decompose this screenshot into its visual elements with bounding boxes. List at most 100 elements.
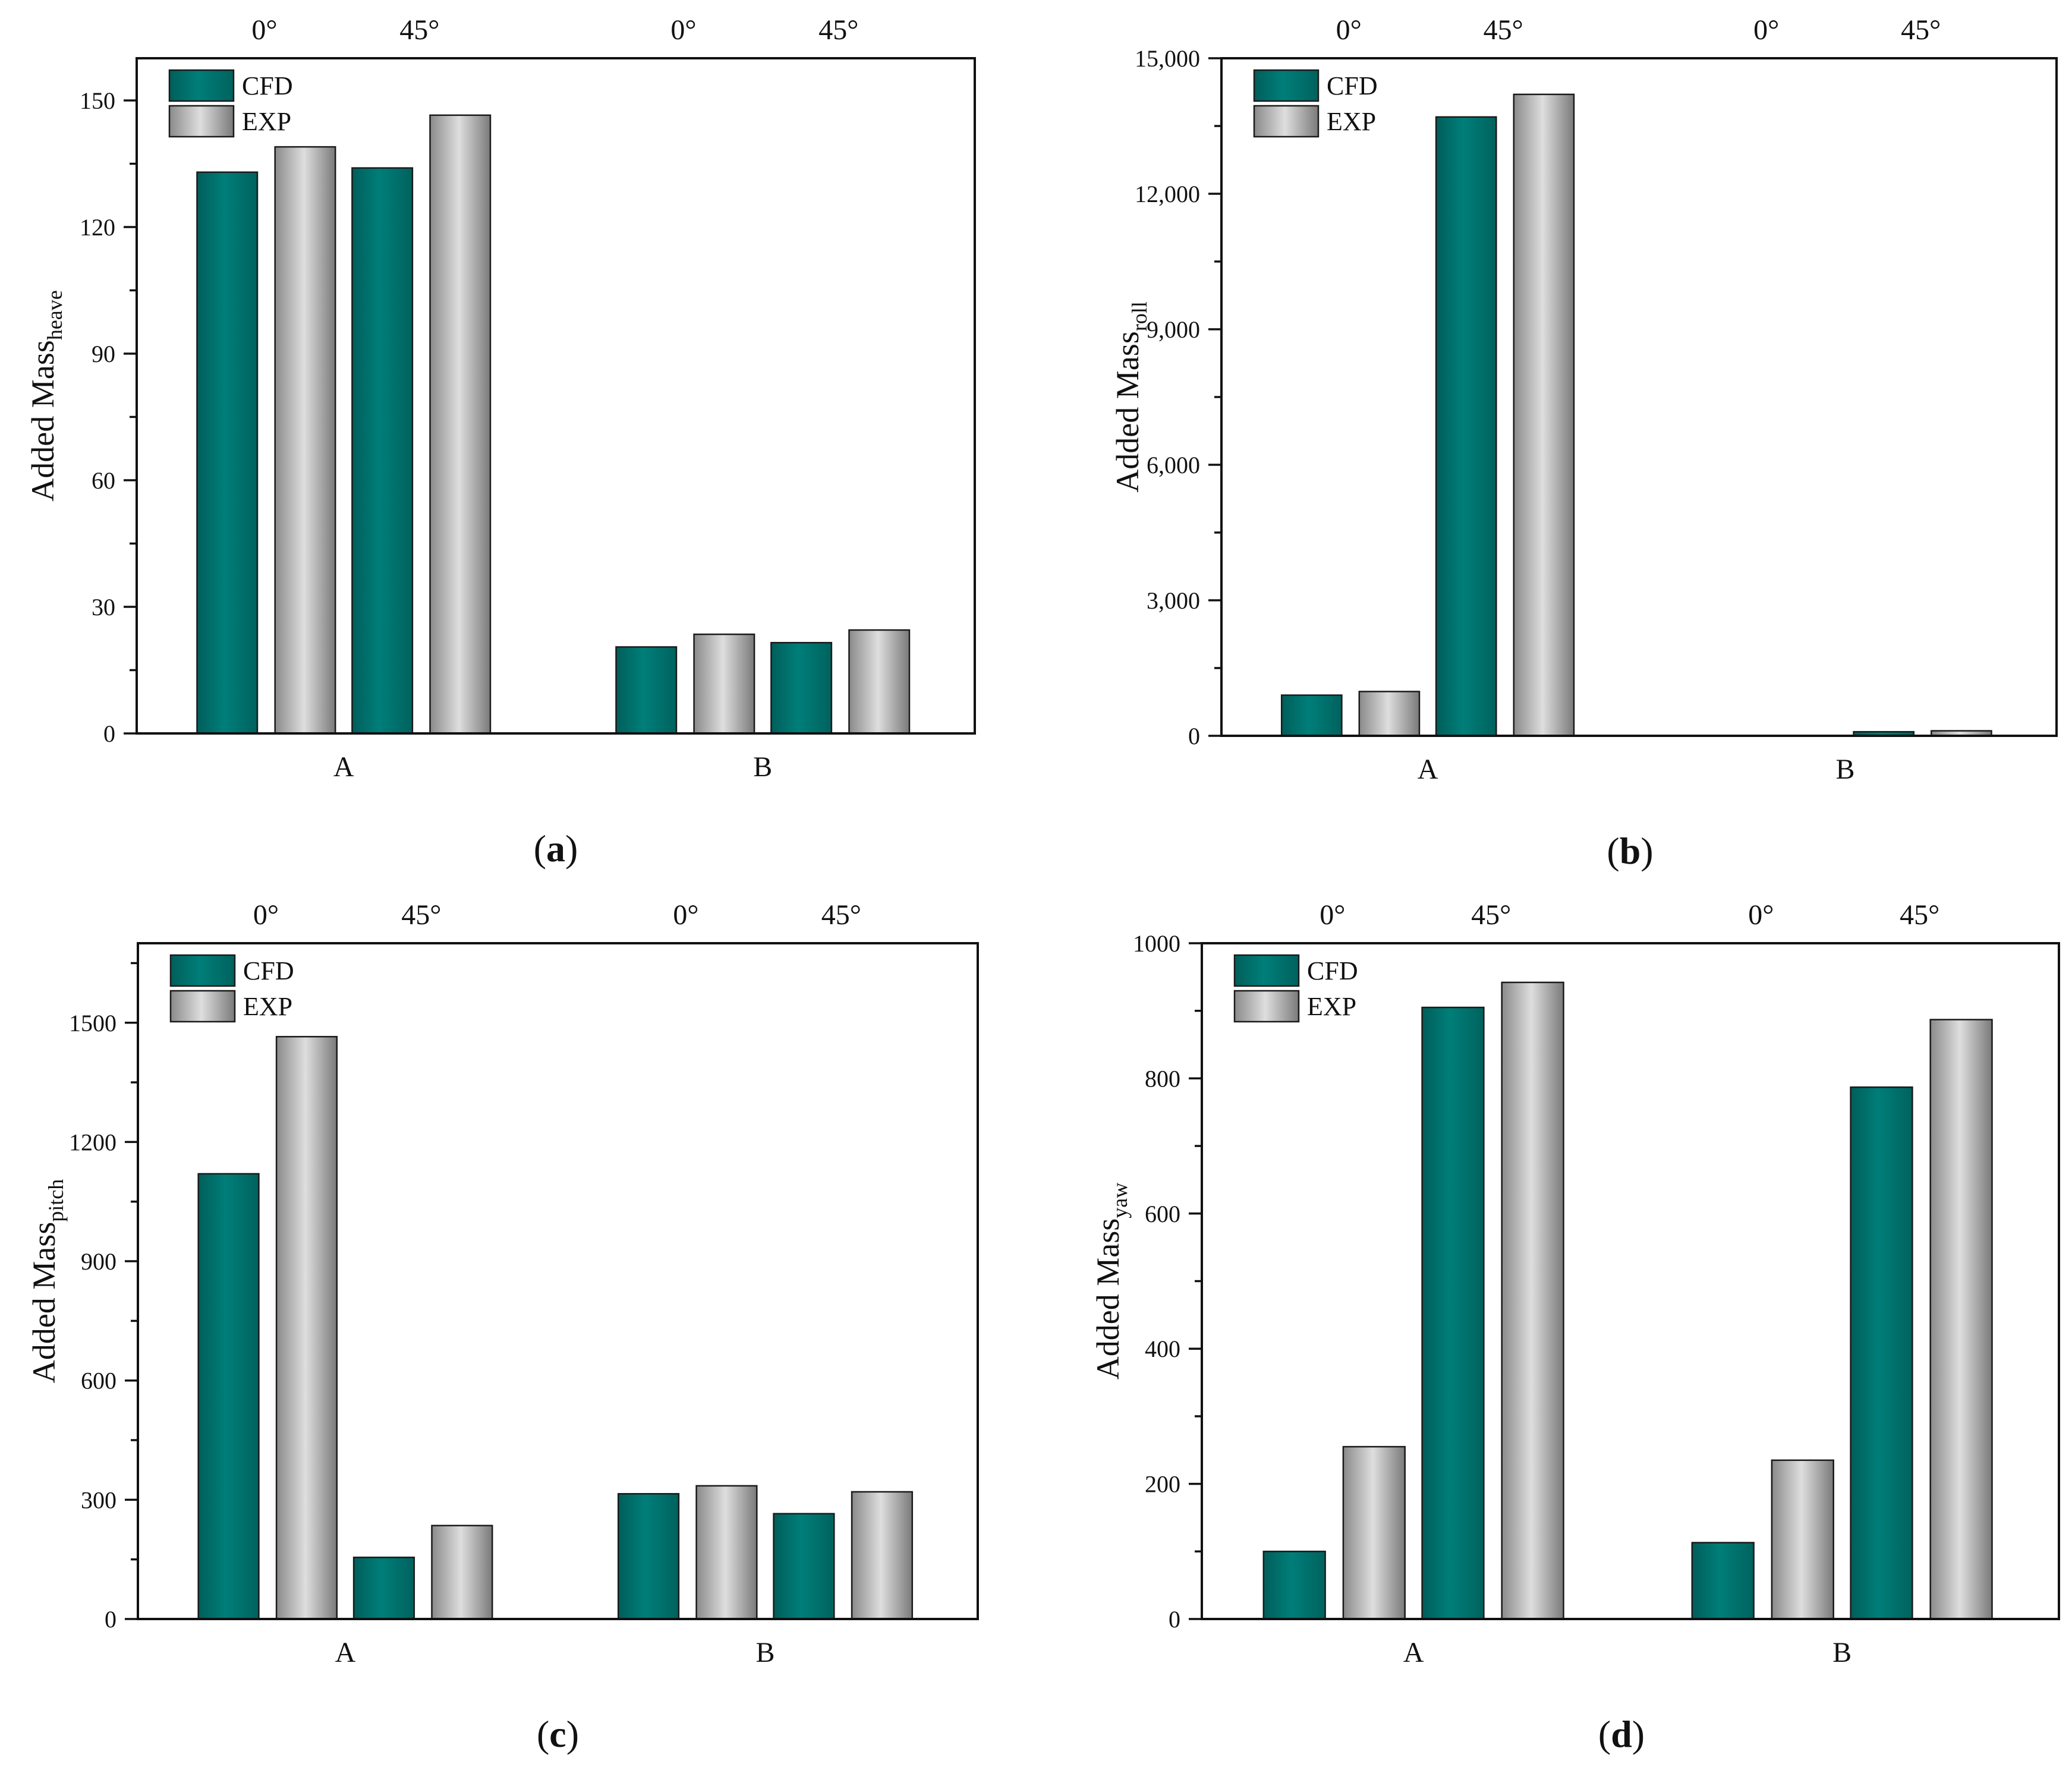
y-tick-label: 0 bbox=[103, 720, 115, 747]
y-tick-label: 600 bbox=[1145, 1201, 1180, 1227]
y-axis-title: Added Massroll bbox=[1110, 301, 1151, 492]
y-axis-title-main: Added Mass bbox=[26, 1222, 62, 1383]
y-tick-label: 6,000 bbox=[1147, 452, 1200, 478]
legend-swatch-exp bbox=[169, 990, 236, 1023]
legend-swatch-exp bbox=[1253, 105, 1320, 138]
bar-exp-b-0deg bbox=[1771, 1459, 1834, 1620]
bar-cfd-b-45deg bbox=[1850, 1086, 1913, 1620]
bar-cfd-b-0deg bbox=[617, 1493, 680, 1620]
chart-panel-2: 0 3,000 6,000 9,000 12,000 15,000 A B 0° 45° 0° 45°… bbox=[1110, 14, 2058, 872]
angle-label: 45° bbox=[1484, 14, 1523, 46]
y-axis-title-subscript: pitch bbox=[44, 1179, 68, 1222]
bar-cfd-a-45deg bbox=[351, 167, 414, 735]
bar-cfd-b-0deg bbox=[1691, 1542, 1755, 1620]
y-tick-label: 1200 bbox=[69, 1129, 116, 1155]
bar-cfd-a-0deg bbox=[196, 171, 259, 735]
y-axis-title: Added Massyaw bbox=[1090, 1183, 1132, 1379]
y-axis-title-main: Added Mass bbox=[1110, 331, 1145, 492]
y-tick-label: 12,000 bbox=[1135, 181, 1200, 207]
angle-label: 45° bbox=[1900, 899, 1939, 931]
y-axis-title-subscript: roll bbox=[1128, 301, 1151, 331]
legend-label-exp: EXP bbox=[1307, 992, 1356, 1021]
y-tick-label: 900 bbox=[81, 1248, 116, 1275]
legend-swatch-cfd bbox=[1253, 69, 1320, 102]
bar-cfd-a-0deg bbox=[1262, 1551, 1326, 1620]
bar-cfd-a-45deg bbox=[1421, 1006, 1485, 1620]
y-axis-title-main: Added Mass bbox=[25, 340, 61, 501]
plot-frame bbox=[136, 57, 976, 735]
y-tick-label: 9,000 bbox=[1147, 316, 1200, 343]
y-tick-label: 0 bbox=[105, 1606, 116, 1633]
y-axis-title: Added Masspitch bbox=[26, 1179, 68, 1383]
bar-cfd-a-45deg bbox=[1435, 116, 1497, 737]
legend-label-exp: EXP bbox=[242, 107, 291, 136]
bar-exp-b-45deg bbox=[851, 1491, 914, 1620]
legend-swatch-cfd bbox=[169, 954, 236, 987]
chart-panel-1: 0 30 60 90 120 150 A B 0° 45° 0° 45° Added Massheave… bbox=[25, 14, 976, 870]
legend-label-cfd: CFD bbox=[1327, 71, 1378, 100]
angle-label: 0° bbox=[673, 899, 698, 931]
y-tick-label: 60 bbox=[92, 467, 115, 494]
bar-exp-a-0deg bbox=[1342, 1445, 1406, 1620]
bar-exp-a-45deg bbox=[431, 1525, 493, 1620]
angle-label: 45° bbox=[818, 14, 858, 46]
angle-label: 45° bbox=[1471, 899, 1511, 931]
x-category-label: A bbox=[333, 751, 354, 783]
angle-label: 45° bbox=[401, 899, 441, 931]
bar-exp-b-0deg bbox=[695, 1485, 758, 1620]
y-axis-title-main: Added Mass bbox=[1090, 1218, 1126, 1379]
legend-label-exp: EXP bbox=[243, 992, 292, 1021]
panel-label: (c) bbox=[537, 1713, 579, 1755]
y-tick-label: 90 bbox=[92, 341, 115, 367]
y-tick-label: 3,000 bbox=[1147, 587, 1200, 614]
panel-label: (a) bbox=[534, 827, 578, 870]
legend-label-exp: EXP bbox=[1327, 107, 1376, 136]
bar-cfd-a-45deg bbox=[352, 1557, 415, 1620]
angle-label: 0° bbox=[1320, 899, 1345, 931]
legend-label-cfd: CFD bbox=[1307, 956, 1358, 985]
panel-label: (d) bbox=[1598, 1713, 1645, 1755]
angle-label: 0° bbox=[1753, 14, 1779, 46]
bar-cfd-a-0deg bbox=[197, 1173, 260, 1620]
bar-exp-a-0deg bbox=[1358, 691, 1421, 737]
x-category-label: B bbox=[1832, 1637, 1851, 1668]
angle-label: 45° bbox=[821, 899, 861, 931]
x-category-label: B bbox=[753, 751, 772, 783]
legend-swatch-exp bbox=[168, 105, 235, 138]
angle-label: 0° bbox=[1336, 14, 1362, 46]
y-axis-title-subscript: heave bbox=[43, 290, 67, 340]
angle-label: 0° bbox=[670, 14, 696, 46]
x-category-label: A bbox=[1418, 754, 1438, 785]
y-tick-label: 0 bbox=[1169, 1606, 1180, 1633]
y-tick-label: 800 bbox=[1145, 1065, 1180, 1092]
bar-exp-b-45deg bbox=[1929, 1019, 1993, 1620]
chart-panel-4: 0 200 400 600 800 1000 A B 0° 45° 0° 45° Added Massy… bbox=[1090, 899, 2060, 1755]
y-tick-label: 1000 bbox=[1133, 930, 1180, 957]
plot-frame bbox=[1220, 57, 2058, 737]
y-tick-label: 30 bbox=[92, 594, 115, 621]
legend-label-cfd: CFD bbox=[243, 956, 294, 985]
bar-cfd-a-0deg bbox=[1280, 694, 1343, 737]
legend-swatch-cfd bbox=[1233, 954, 1300, 987]
y-axis-title: Added Massheave bbox=[25, 290, 67, 501]
y-tick-label: 400 bbox=[1145, 1336, 1180, 1362]
plot-frame bbox=[137, 942, 979, 1620]
angle-label: 45° bbox=[399, 14, 439, 46]
chart-panel-3: 0 300 600 900 1200 1500 A B 0° 45° 0° 45° Added Mass… bbox=[26, 899, 979, 1755]
y-tick-label: 200 bbox=[1145, 1471, 1180, 1498]
bar-exp-a-45deg bbox=[1501, 981, 1564, 1620]
y-tick-label: 150 bbox=[80, 87, 115, 114]
legend-label-cfd: CFD bbox=[242, 71, 293, 100]
x-category-label: A bbox=[335, 1637, 356, 1668]
y-tick-label: 15,000 bbox=[1135, 45, 1200, 72]
y-tick-label: 1500 bbox=[69, 1010, 116, 1037]
y-tick-label: 600 bbox=[81, 1368, 116, 1394]
angle-label: 45° bbox=[1901, 14, 1941, 46]
x-category-label: B bbox=[1836, 754, 1855, 785]
bar-cfd-b-45deg bbox=[773, 1513, 835, 1620]
bar-exp-a-45deg bbox=[1513, 93, 1575, 737]
angle-label: 0° bbox=[251, 14, 277, 46]
bar-exp-a-0deg bbox=[275, 1035, 338, 1620]
legend-swatch-cfd bbox=[168, 69, 235, 102]
